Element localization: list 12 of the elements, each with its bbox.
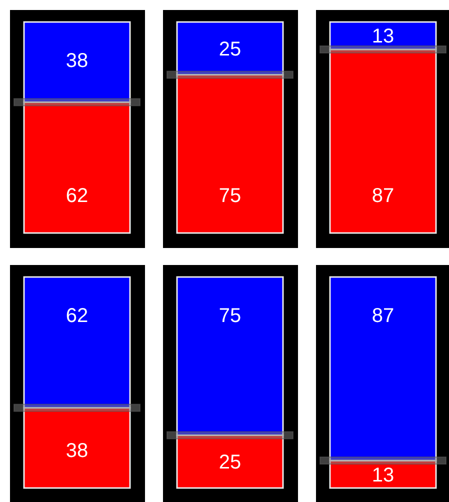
data-label: 25 — [218, 452, 242, 474]
data-label: 75 — [218, 305, 242, 327]
data-label: 62 — [66, 185, 88, 207]
data-label: 13 — [372, 26, 394, 48]
data-label: 87 — [372, 305, 394, 327]
data-label: 13 — [372, 464, 394, 486]
data-label: 62 — [66, 305, 88, 327]
data-label: 75 — [218, 185, 242, 207]
data-label: 87 — [372, 185, 394, 207]
data-label: 38 — [66, 50, 88, 72]
data-label: 38 — [66, 440, 88, 462]
data-label: 25 — [218, 38, 242, 60]
